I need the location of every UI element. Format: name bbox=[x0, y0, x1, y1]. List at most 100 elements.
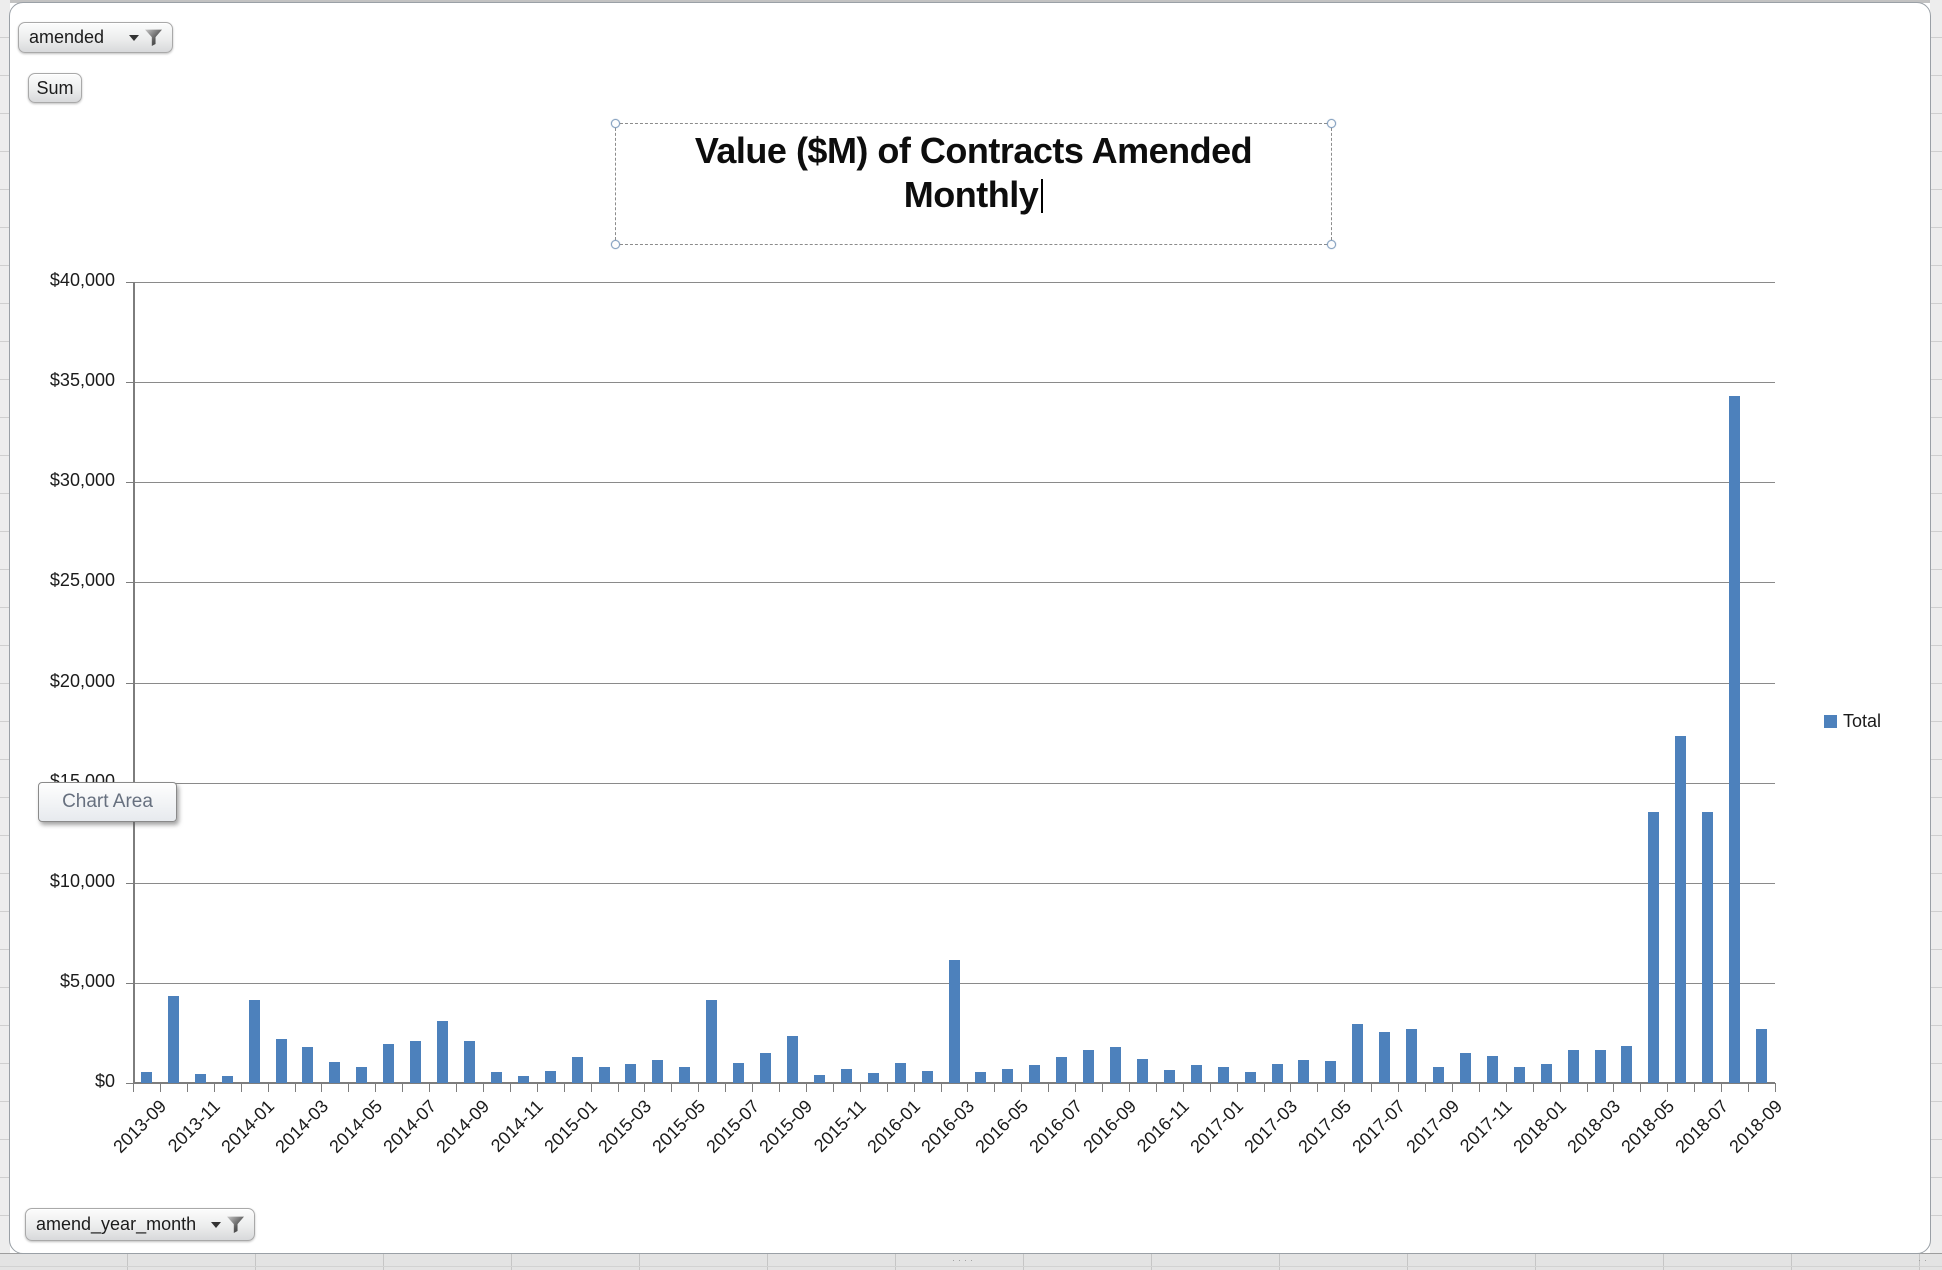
bar-2017-12[interactable] bbox=[1514, 1067, 1525, 1083]
bar-2016-02[interactable] bbox=[922, 1071, 933, 1083]
x-axis-tick bbox=[1237, 1083, 1238, 1092]
worksheet-edge-left bbox=[0, 0, 10, 1270]
bar-2018-05[interactable] bbox=[1648, 812, 1659, 1083]
bar-2017-10[interactable] bbox=[1460, 1053, 1471, 1083]
pivot-sum-button[interactable]: Sum bbox=[28, 73, 82, 103]
y-axis-label-$30,000: $30,000 bbox=[49, 470, 115, 490]
pivot-filter-button-amend-year-month[interactable]: amend_year_month bbox=[25, 1208, 255, 1241]
selection-handle-top-right[interactable] bbox=[1327, 119, 1336, 128]
bar-2017-09[interactable] bbox=[1433, 1067, 1444, 1083]
selection-handle-bottom-left[interactable] bbox=[611, 240, 620, 249]
bar-2018-04[interactable] bbox=[1621, 1046, 1632, 1083]
bar-2014-04[interactable] bbox=[329, 1062, 340, 1083]
selection-handle-bottom-right[interactable] bbox=[1327, 240, 1336, 249]
bar-2016-07[interactable] bbox=[1056, 1057, 1067, 1083]
y-axis-label-$25,000: $25,000 bbox=[49, 570, 115, 590]
bar-2014-01[interactable] bbox=[249, 1000, 260, 1083]
bar-2014-05[interactable] bbox=[356, 1067, 367, 1083]
bar-2015-06[interactable] bbox=[706, 1000, 717, 1083]
x-axis-tick bbox=[591, 1083, 592, 1092]
x-axis-tick bbox=[1694, 1083, 1695, 1092]
bar-2014-08[interactable] bbox=[437, 1021, 448, 1083]
bar-2018-01[interactable] bbox=[1541, 1064, 1552, 1083]
bar-2017-07[interactable] bbox=[1379, 1032, 1390, 1083]
bar-2014-07[interactable] bbox=[410, 1041, 421, 1083]
bar-2014-10[interactable] bbox=[491, 1072, 502, 1083]
x-axis-tick bbox=[967, 1083, 968, 1092]
bar-2016-08[interactable] bbox=[1083, 1050, 1094, 1083]
bar-2014-03[interactable] bbox=[302, 1047, 313, 1083]
bar-2016-12[interactable] bbox=[1191, 1065, 1202, 1083]
bar-2015-05[interactable] bbox=[679, 1067, 690, 1083]
bar-2017-01[interactable] bbox=[1218, 1067, 1229, 1083]
bar-2018-08[interactable] bbox=[1729, 396, 1740, 1083]
bar-2015-12[interactable] bbox=[868, 1073, 879, 1083]
bar-2016-03[interactable] bbox=[949, 960, 960, 1083]
bar-2015-07[interactable] bbox=[733, 1063, 744, 1083]
x-axis-tick bbox=[1560, 1083, 1561, 1092]
bar-2013-09[interactable] bbox=[141, 1072, 152, 1083]
chart-title-line1: Value ($M) of Contracts Amended bbox=[694, 130, 1253, 171]
bar-2018-07[interactable] bbox=[1702, 812, 1713, 1083]
chart-title-textbox[interactable]: Value ($M) of Contracts Amended Monthly bbox=[611, 119, 1336, 249]
x-axis-tick bbox=[1640, 1083, 1641, 1092]
y-axis-label-$5,000: $5,000 bbox=[59, 971, 115, 991]
bar-2016-01[interactable] bbox=[895, 1063, 906, 1083]
bar-2018-09[interactable] bbox=[1756, 1029, 1767, 1083]
x-axis-tick bbox=[618, 1083, 619, 1092]
x-axis-tick bbox=[1721, 1083, 1722, 1092]
bar-2015-10[interactable] bbox=[814, 1075, 825, 1083]
bar-2015-04[interactable] bbox=[652, 1060, 663, 1083]
bar-2017-02[interactable] bbox=[1245, 1072, 1256, 1083]
x-axis-tick bbox=[1183, 1083, 1184, 1092]
x-axis-tick bbox=[1290, 1083, 1291, 1092]
worksheet-cell-marks: ···· bbox=[952, 1255, 976, 1265]
bar-2015-11[interactable] bbox=[841, 1069, 852, 1083]
bar-2018-03[interactable] bbox=[1595, 1050, 1606, 1083]
x-axis-tick bbox=[295, 1083, 296, 1092]
bar-2015-09[interactable] bbox=[787, 1036, 798, 1083]
legend[interactable]: Total bbox=[1824, 711, 1881, 732]
pivot-filter-button-amended[interactable]: amended bbox=[18, 22, 173, 53]
bar-2017-06[interactable] bbox=[1352, 1024, 1363, 1083]
bar-2014-09[interactable] bbox=[464, 1041, 475, 1083]
x-axis-tick bbox=[321, 1083, 322, 1092]
bar-2016-04[interactable] bbox=[975, 1072, 986, 1083]
bar-2014-02[interactable] bbox=[276, 1039, 287, 1083]
bar-2013-10[interactable] bbox=[168, 996, 179, 1083]
bar-2015-08[interactable] bbox=[760, 1053, 771, 1083]
bar-2015-03[interactable] bbox=[625, 1064, 636, 1083]
bar-2013-11[interactable] bbox=[195, 1074, 206, 1083]
bar-2014-12[interactable] bbox=[545, 1071, 556, 1083]
bar-2016-11[interactable] bbox=[1164, 1070, 1175, 1083]
bar-2016-05[interactable] bbox=[1002, 1069, 1013, 1083]
bar-2013-12[interactable] bbox=[222, 1076, 233, 1083]
bar-2017-08[interactable] bbox=[1406, 1029, 1417, 1083]
x-axis-tick bbox=[698, 1083, 699, 1092]
bar-2018-06[interactable] bbox=[1675, 736, 1686, 1083]
selection-handle-top-left[interactable] bbox=[611, 119, 620, 128]
gridline-$30,000 bbox=[133, 482, 1775, 483]
bar-2017-04[interactable] bbox=[1298, 1060, 1309, 1083]
bar-2014-06[interactable] bbox=[383, 1044, 394, 1083]
x-axis-tick bbox=[375, 1083, 376, 1092]
x-axis-tick bbox=[1371, 1083, 1372, 1092]
y-axis-label-$20,000: $20,000 bbox=[49, 671, 115, 691]
bar-2016-09[interactable] bbox=[1110, 1047, 1121, 1083]
filter-funnel-icon bbox=[227, 1216, 244, 1233]
x-axis-tick bbox=[1425, 1083, 1426, 1092]
x-axis-tick bbox=[1398, 1083, 1399, 1092]
bar-2016-06[interactable] bbox=[1029, 1065, 1040, 1083]
gridline-$35,000 bbox=[133, 382, 1775, 383]
x-axis-tick bbox=[133, 1083, 134, 1092]
bar-2018-02[interactable] bbox=[1568, 1050, 1579, 1083]
chart-object[interactable] bbox=[9, 2, 1931, 1254]
bar-2014-11[interactable] bbox=[518, 1076, 529, 1083]
bar-2017-11[interactable] bbox=[1487, 1056, 1498, 1083]
bar-2015-01[interactable] bbox=[572, 1057, 583, 1083]
bar-2015-02[interactable] bbox=[599, 1067, 610, 1083]
bar-2016-10[interactable] bbox=[1137, 1059, 1148, 1083]
bar-2017-05[interactable] bbox=[1325, 1061, 1336, 1083]
x-axis-tick bbox=[1021, 1083, 1022, 1092]
bar-2017-03[interactable] bbox=[1272, 1064, 1283, 1083]
